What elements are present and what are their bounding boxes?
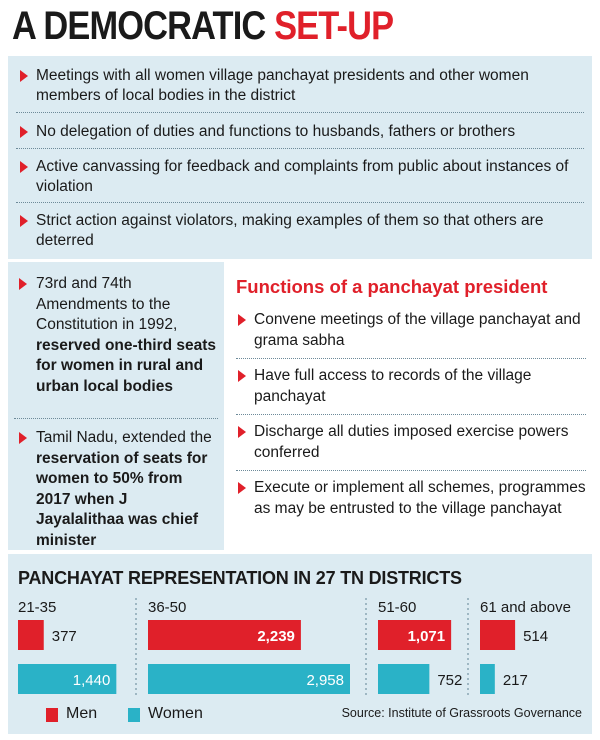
divider (16, 202, 584, 203)
divider (236, 414, 586, 415)
function-text: Convene meetings of the village panchaya… (254, 311, 581, 349)
headline-part1: A DEMOCRATIC (12, 4, 275, 48)
headline-part2: SET-UP (274, 4, 394, 48)
measure-item: Strict action against violators, making … (8, 211, 592, 251)
function-text: Execute or implement all schemes, progra… (254, 479, 586, 517)
function-text: Discharge all duties imposed exercise po… (254, 423, 569, 461)
constitution-panel: 73rd and 74th Amendments to the Constitu… (8, 262, 224, 550)
function-text: Have full access to records of the villa… (254, 367, 532, 405)
legend-swatch-men (46, 708, 58, 722)
source-note: Source: Institute of Grassroots Governan… (341, 706, 582, 720)
headline: A DEMOCRATIC SET-UP (12, 4, 394, 52)
measures-panel: Meetings with all women village panchaya… (8, 56, 592, 259)
constitution-plain: 73rd and 74th Amendments to the Constitu… (36, 275, 178, 333)
arrow-bullet-icon (20, 215, 28, 227)
measure-text: No delegation of duties and functions to… (36, 123, 516, 140)
category-label: 61 and above (480, 599, 571, 616)
bar-chart: 21-35 377 1,440 36-50 2,239 2,958 51-60 1,071 75… (18, 598, 571, 696)
divider (16, 148, 584, 149)
constitution-bold: reserved one-third seats for women in ru… (36, 336, 217, 395)
data-label-men: 2,239 (257, 628, 295, 645)
measure-item: Active canvassing for feedback and compl… (8, 157, 592, 197)
data-label-women: 1,440 (73, 672, 111, 689)
divider (236, 358, 586, 359)
constitution-item: 73rd and 74th Amendments to the Constitu… (8, 274, 224, 397)
arrow-bullet-icon (238, 426, 246, 438)
bar-men (148, 620, 301, 650)
legend-swatch-women (128, 708, 140, 722)
constitution-plain: Tamil Nadu, extended the (36, 429, 212, 446)
bar-men (378, 620, 452, 650)
arrow-bullet-icon (19, 278, 27, 290)
data-label-men: 377 (52, 628, 77, 645)
measure-item: Meetings with all women village panchaya… (8, 66, 592, 106)
data-label-women: 752 (437, 672, 462, 689)
measure-text: Meetings with all women village panchaya… (36, 67, 529, 104)
category-label: 51-60 (378, 599, 416, 616)
measure-text: Active canvassing for feedback and compl… (36, 158, 569, 195)
arrow-bullet-icon (20, 70, 28, 82)
data-label-women: 217 (503, 672, 528, 689)
legend-label-men: Men (66, 705, 98, 722)
bar-men (18, 620, 44, 650)
bar-women (378, 664, 430, 694)
function-item: Execute or implement all schemes, progra… (236, 478, 588, 519)
legend-label-women: Women (148, 705, 203, 722)
chart-title: PANCHAYAT REPRESENTATION IN 27 TN DISTRI… (18, 568, 462, 588)
arrow-bullet-icon (238, 314, 246, 326)
arrow-bullet-icon (238, 370, 246, 382)
function-item: Convene meetings of the village panchaya… (236, 310, 588, 351)
divider (236, 470, 586, 471)
function-item: Have full access to records of the villa… (236, 366, 588, 407)
category-label: 36-50 (148, 599, 186, 616)
data-label-men: 1,071 (408, 628, 446, 645)
bar-women (148, 664, 350, 694)
bar-women (18, 664, 117, 694)
constitution-item: Tamil Nadu, extended the reservation of … (8, 428, 224, 551)
function-item: Discharge all duties imposed exercise po… (236, 422, 588, 463)
bar-women (480, 664, 495, 694)
divider (16, 112, 584, 113)
arrow-bullet-icon (19, 432, 27, 444)
measure-item: No delegation of duties and functions to… (8, 122, 592, 142)
data-label-women: 2,958 (306, 672, 344, 689)
arrow-bullet-icon (20, 161, 28, 173)
measure-text: Strict action against violators, making … (36, 212, 544, 249)
bar-men (480, 620, 516, 650)
constitution-bold: reservation of seats for women to 50% fr… (36, 449, 208, 549)
category-label: 21-35 (18, 599, 56, 616)
arrow-bullet-icon (238, 482, 246, 494)
arrow-bullet-icon (20, 126, 28, 138)
divider (14, 418, 218, 419)
functions-title: Functions of a panchayat president (236, 276, 548, 297)
data-label-men: 514 (523, 628, 548, 645)
